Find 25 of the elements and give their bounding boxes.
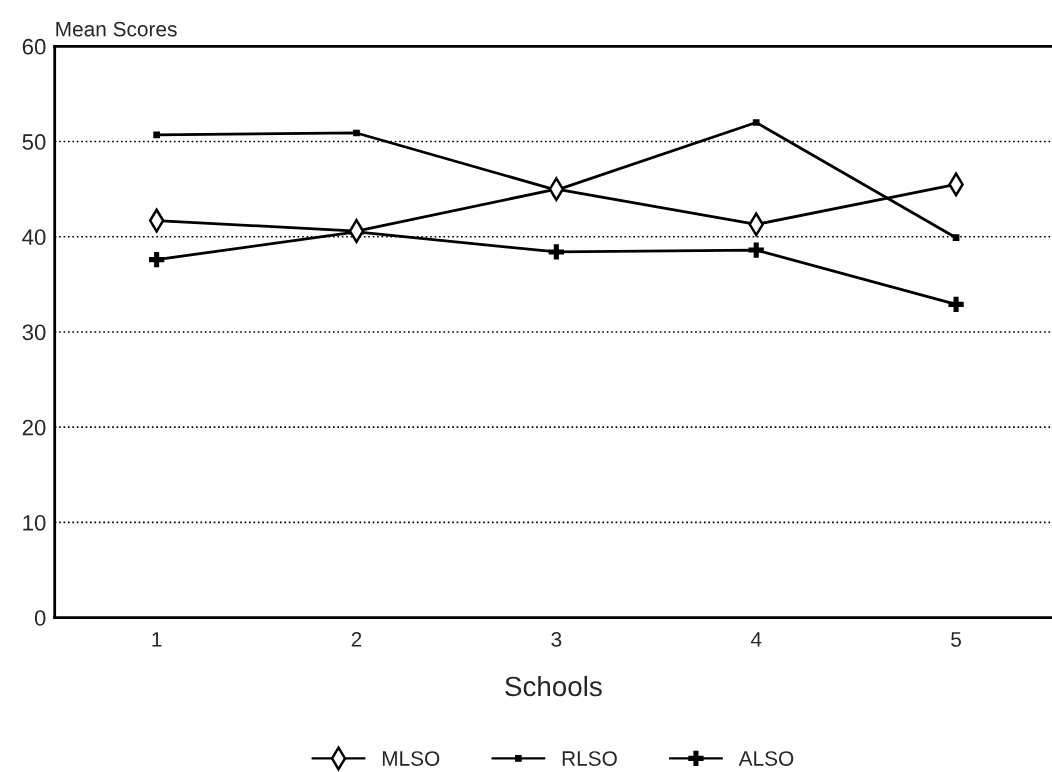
point: [548, 244, 564, 260]
x-tick-label: 4: [750, 632, 762, 647]
point: [153, 131, 160, 139]
point: [948, 296, 964, 312]
point: [148, 251, 165, 268]
point: [353, 129, 360, 137]
x-tick-label: 2: [351, 632, 362, 647]
point: [748, 242, 764, 258]
y-tick-label: 30: [22, 324, 46, 341]
x-tick-label: 3: [551, 632, 562, 647]
legend-label: MLSO: [382, 751, 440, 766]
legend-label: RLSO: [562, 751, 617, 766]
y-axis-title: Mean Scores: [56, 21, 177, 37]
legend-label: ALSO: [738, 751, 794, 766]
point: [952, 234, 960, 242]
y-tick-label: 0: [34, 610, 46, 626]
y-tick-label: 20: [22, 419, 46, 436]
x-tick-label: 1: [152, 632, 162, 647]
y-tick-label: 10: [23, 514, 46, 531]
x-axis-title: Schools: [505, 675, 602, 697]
x-tick-label: 5: [951, 632, 961, 647]
y-tick-label: 60: [22, 38, 46, 55]
point: [752, 119, 760, 126]
y-tick-label: 50: [22, 134, 46, 150]
y-tick-label: 40: [22, 229, 46, 246]
